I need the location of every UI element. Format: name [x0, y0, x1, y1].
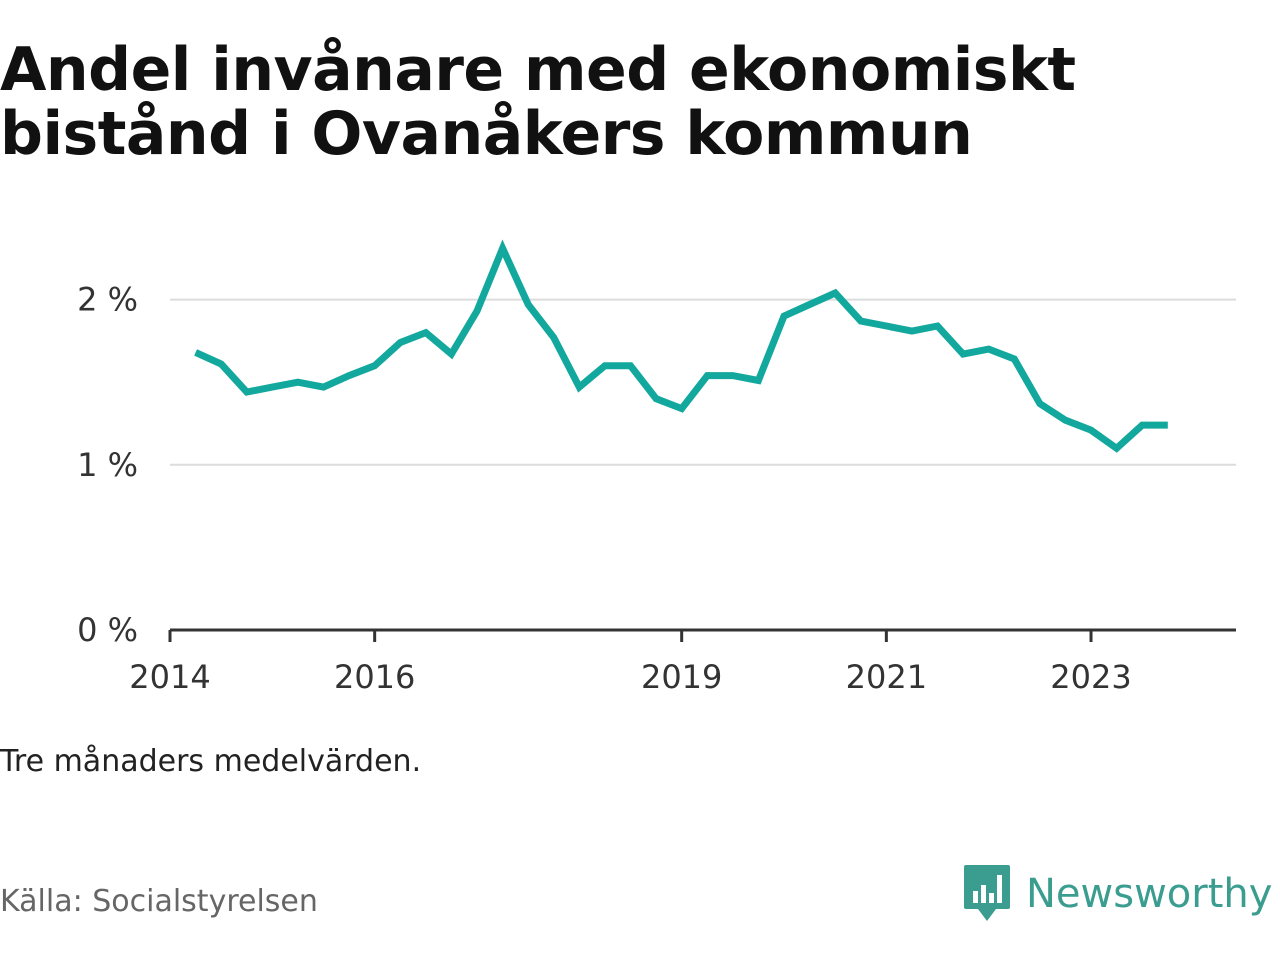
x-tick-label: 2023 — [1050, 658, 1131, 696]
series-line — [194, 239, 1168, 453]
x-axis-labels: 2014 2016 2019 2021 2023 — [129, 658, 1131, 696]
chart-note: Tre månaders medelvärden. — [0, 744, 422, 779]
x-tick-label: 2016 — [334, 658, 415, 696]
x-tick-label: 2014 — [129, 658, 210, 696]
y-tick-label: 0 % — [77, 611, 138, 649]
chart-title: Andel invånare med ekonomiskt bistånd i … — [0, 35, 1076, 169]
series-layer — [194, 239, 1168, 453]
source-label: Källa: Socialstyrelsen — [0, 884, 318, 919]
newsworthy-logo[interactable]: Newsworthy — [962, 862, 1272, 926]
gridlines — [170, 298, 1236, 466]
newsworthy-logo-icon — [964, 865, 1010, 921]
x-tick-label: 2021 — [846, 658, 927, 696]
x-axis — [168, 628, 1236, 642]
brand-name: Newsworthy — [1026, 871, 1273, 917]
y-axis-labels: 0 % 1 % 2 % — [77, 281, 138, 649]
x-tick-label: 2019 — [641, 658, 722, 696]
y-tick-label: 2 % — [77, 281, 138, 319]
line-chart: 0 % 1 % 2 % 2014 2016 2019 2021 2023 — [77, 239, 1236, 696]
y-tick-label: 1 % — [77, 446, 138, 484]
